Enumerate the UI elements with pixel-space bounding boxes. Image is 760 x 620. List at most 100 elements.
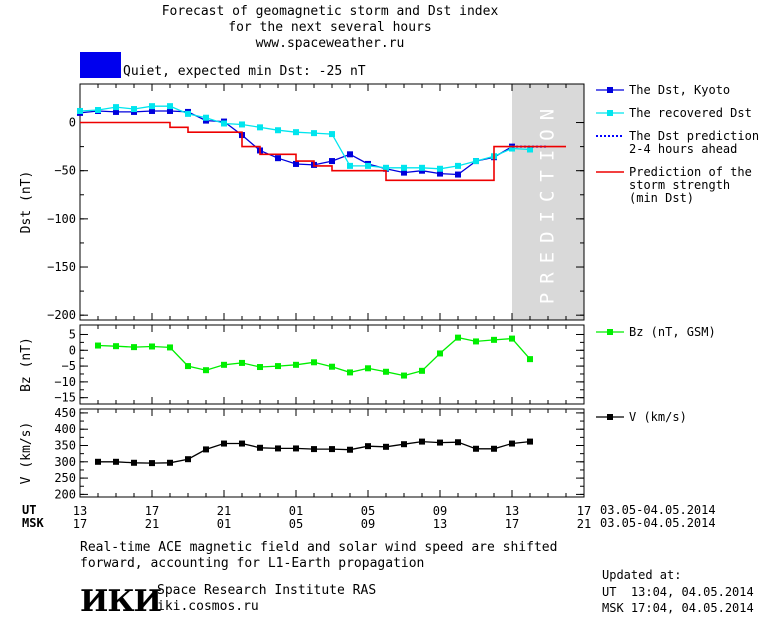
data-point-bz (239, 359, 245, 366)
data-point-v (221, 440, 227, 447)
institute-name: Space Research Institute RAS (157, 583, 377, 598)
y-tick-label: 0 (69, 343, 76, 357)
site-url: www.spaceweather.ru (255, 36, 405, 51)
data-point-v (437, 439, 443, 446)
data-point-dst (419, 164, 425, 171)
data-point-bz (257, 364, 263, 371)
y-tick-label: −15 (54, 391, 76, 405)
panel-frame-v (79, 408, 585, 498)
data-point-bz (419, 367, 425, 374)
data-point-v (455, 439, 461, 446)
data-point-v (203, 446, 209, 453)
data-point-bz (311, 359, 317, 366)
data-point-dst (401, 164, 407, 171)
data-point-dst (203, 114, 209, 121)
legend-label: V (km/s) (629, 410, 687, 424)
data-point-dst (347, 162, 353, 169)
msk-tick-label: 13 (433, 517, 447, 531)
y-tick-label: −200 (47, 308, 76, 322)
data-point-bz (365, 365, 371, 372)
ut-axis-label: UT (22, 503, 37, 517)
ut-tick-label: 21 (217, 504, 231, 518)
data-point-bz (185, 363, 191, 370)
data-point-v (347, 446, 353, 453)
data-point-dst (365, 162, 371, 169)
data-point-dst (527, 146, 533, 153)
panel-frame-dst (79, 83, 585, 321)
data-point-v (527, 438, 533, 445)
ut-tick-label: 17 (577, 504, 591, 518)
data-point-bz (491, 336, 497, 343)
ut-tick-label: 13 (505, 504, 519, 518)
ut-tick-label: 09 (433, 504, 447, 518)
data-point-bz (527, 356, 533, 363)
legend-label: The recovered Dst (629, 106, 752, 120)
y-tick-label: −50 (54, 164, 76, 178)
legend-label: Prediction of the (629, 165, 752, 179)
msk-tick-label: 17 (73, 517, 87, 531)
data-point-dst (113, 108, 119, 115)
y-tick-label: 0 (69, 116, 76, 130)
updated-label: Updated at: (602, 568, 682, 582)
data-point-bz (473, 338, 479, 345)
data-point-dst (239, 121, 245, 128)
data-point-dst (149, 107, 155, 114)
data-point-v (275, 445, 281, 452)
legend-label: 2-4 hours ahead (629, 142, 737, 156)
data-point-bz (383, 368, 389, 375)
msk-tick-label: 17 (505, 517, 519, 531)
data-point-v (167, 459, 173, 466)
y-tick-label: 200 (54, 487, 76, 501)
msk-date-range: 03.05-04.05.2014 (600, 516, 716, 530)
data-point-dst (329, 158, 335, 165)
updated-msk: MSK 17:04, 04.05.2014 (602, 601, 754, 615)
data-point-v (239, 440, 245, 447)
y-axis-label-v: V (km/s) (19, 422, 34, 485)
data-point-dst (293, 160, 299, 167)
data-point-bz (131, 344, 137, 351)
data-point-bz (401, 372, 407, 379)
data-point-bz (113, 343, 119, 350)
data-point-dst (257, 124, 263, 131)
data-point-dst (167, 107, 173, 114)
ut-tick-label: 13 (73, 504, 87, 518)
ut-tick-label: 17 (145, 504, 159, 518)
data-point-v (509, 440, 515, 447)
data-point-bz (293, 361, 299, 368)
data-point-v (383, 443, 389, 450)
y-tick-label: −150 (47, 260, 76, 274)
prediction-region (512, 84, 584, 320)
msk-tick-label: 21 (577, 517, 591, 531)
legend-marker (607, 329, 613, 335)
data-point-v (113, 458, 119, 465)
y-tick-label: 250 (54, 471, 76, 485)
y-tick-label: −10 (54, 375, 76, 389)
data-point-dst (329, 131, 335, 138)
data-point-dst (95, 107, 101, 114)
data-point-bz (455, 334, 461, 341)
y-tick-label: 5 (69, 327, 76, 341)
legend-label: The Dst prediction (629, 129, 759, 143)
data-point-dst (275, 127, 281, 134)
y-tick-label: 400 (54, 422, 76, 436)
data-point-dst (509, 145, 515, 152)
data-point-v (329, 446, 335, 453)
propagation-note-line2: forward, accounting for L1-Earth propaga… (80, 556, 425, 571)
data-point-bz (167, 344, 173, 351)
data-point-dst (401, 169, 407, 176)
data-point-dst (185, 110, 191, 117)
data-point-dst (113, 104, 119, 111)
msk-tick-label: 01 (217, 517, 231, 531)
ut-tick-label: 05 (361, 504, 375, 518)
data-point-dst (131, 106, 137, 113)
data-point-dst (437, 165, 443, 172)
legend-marker (607, 414, 613, 420)
storm-status-text: Quiet, expected min Dst: -25 nT (123, 64, 366, 79)
msk-tick-label: 21 (145, 517, 159, 531)
data-point-bz (275, 363, 281, 370)
data-point-v (473, 445, 479, 452)
data-point-dst (383, 164, 389, 171)
institute-link[interactable]: iki.cosmos.ru (157, 599, 259, 614)
y-tick-label: 350 (54, 439, 76, 453)
